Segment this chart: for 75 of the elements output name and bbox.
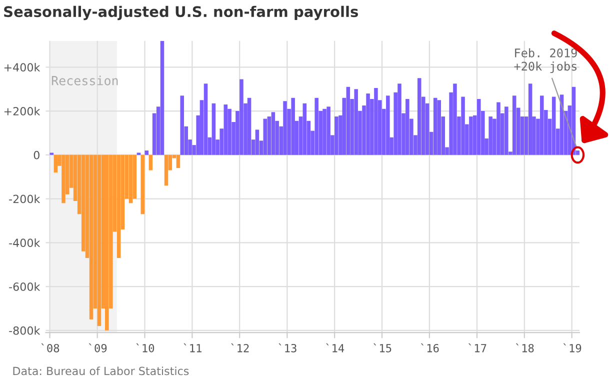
bar (140, 154, 144, 214)
bar (247, 98, 252, 155)
x-tick-label: `16 (420, 343, 439, 352)
bar (417, 78, 422, 155)
bar (144, 150, 149, 155)
bar (62, 154, 66, 204)
bar (461, 96, 465, 155)
bar (366, 93, 370, 155)
bar (453, 84, 457, 155)
x-tick-label: `11 (184, 343, 202, 352)
x-tick-label: `19 (563, 343, 582, 352)
bar (97, 154, 102, 326)
bar (433, 98, 438, 155)
x-tick-label: `10 (136, 343, 154, 352)
bar (469, 116, 473, 155)
bar (504, 106, 508, 155)
bar (476, 98, 481, 155)
band-label: Recession (52, 76, 118, 86)
bar (302, 103, 307, 155)
bar (437, 100, 441, 155)
bar (488, 116, 492, 155)
bar (552, 96, 556, 155)
y-tick-label: -200k (9, 194, 40, 204)
y-tick-label: -800k (9, 326, 40, 335)
x-tick-label: `08 (41, 343, 60, 352)
x-tick-label: `15 (373, 343, 392, 352)
bar (334, 116, 338, 155)
bar (164, 154, 168, 186)
x-tick-label: `14 (326, 343, 344, 352)
bar (204, 84, 208, 155)
bar (116, 154, 121, 258)
bar (89, 154, 94, 320)
bar (212, 103, 216, 155)
y-tick-label: +400k (4, 62, 40, 72)
bar (291, 98, 295, 155)
bar (528, 84, 532, 155)
bar (322, 108, 326, 155)
bar (398, 84, 402, 155)
bar (240, 79, 244, 155)
bar (386, 96, 390, 155)
bar (228, 108, 232, 155)
x-tick-label: `18 (516, 343, 534, 352)
bar (354, 89, 358, 155)
bar (263, 118, 268, 155)
bar (374, 88, 378, 155)
x-tick-label: `13 (278, 343, 296, 352)
y-tick-label: +200k (4, 106, 40, 116)
bar (180, 96, 184, 155)
x-tick-label: `09 (88, 343, 107, 352)
y-tick-label: -600k (9, 282, 40, 291)
bar (496, 102, 500, 155)
bar (314, 98, 318, 155)
bar (512, 96, 516, 155)
bar (128, 154, 133, 204)
text: Data: Bureau of Labor Statistics (13, 366, 189, 376)
bar (132, 154, 137, 199)
bar (540, 96, 544, 155)
x-tick-label: `12 (231, 343, 249, 352)
bar (176, 154, 180, 168)
annotation: Feb. 2019 +20k jobs (514, 48, 577, 73)
x-tick-label: `17 (468, 343, 486, 352)
y-tick-label: -400k (9, 238, 40, 248)
bar (105, 154, 109, 330)
bar (326, 106, 330, 155)
y-tick-label: 0 (34, 150, 40, 160)
bar (283, 101, 287, 155)
bar (54, 154, 58, 172)
bar (148, 154, 153, 170)
bar (224, 104, 228, 155)
chart-title: Seasonally-adjusted U.S. non-farm payrolls (4, 6, 358, 20)
bar (255, 130, 260, 155)
bar (271, 112, 276, 155)
bar (406, 98, 410, 155)
bar (160, 40, 164, 155)
bar (346, 86, 350, 155)
